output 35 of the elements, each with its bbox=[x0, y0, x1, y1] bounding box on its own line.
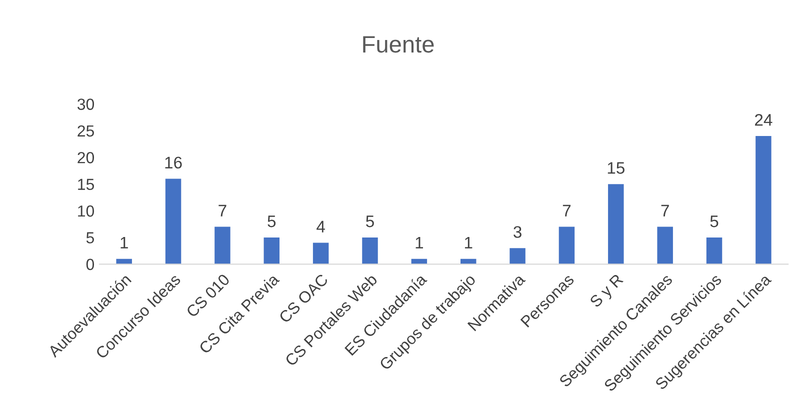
bar bbox=[558, 226, 575, 264]
data-label: 1 bbox=[464, 236, 472, 248]
data-label: 1 bbox=[120, 236, 128, 248]
data-label: 7 bbox=[661, 204, 669, 216]
chart-title: Fuente bbox=[363, 36, 434, 53]
data-label: 5 bbox=[710, 216, 718, 228]
y-tick-label: 20 bbox=[78, 152, 94, 164]
data-label: 3 bbox=[514, 226, 522, 238]
x-tick-label: S y R bbox=[589, 273, 626, 310]
bar bbox=[362, 237, 378, 264]
bar bbox=[608, 184, 624, 264]
y-tick-label: 5 bbox=[86, 232, 94, 244]
bar bbox=[706, 237, 722, 264]
data-label: 7 bbox=[218, 204, 226, 216]
bar bbox=[510, 248, 526, 264]
data-label: 4 bbox=[316, 220, 325, 232]
y-tick-label: 0 bbox=[86, 258, 94, 270]
bar bbox=[165, 178, 182, 264]
data-label: 1 bbox=[416, 236, 423, 248]
y-tick-label: 15 bbox=[78, 178, 94, 190]
bar bbox=[312, 242, 329, 264]
data-label: 24 bbox=[755, 114, 772, 126]
data-label: 5 bbox=[268, 216, 276, 228]
y-tick-label: 25 bbox=[78, 125, 94, 137]
data-label: 15 bbox=[608, 162, 624, 174]
bar bbox=[214, 226, 230, 264]
data-label: 7 bbox=[562, 204, 571, 216]
x-tick-label: CS 010 bbox=[186, 273, 230, 318]
y-tick-label: 10 bbox=[78, 205, 94, 217]
bar bbox=[657, 226, 673, 264]
y-tick-label: 30 bbox=[77, 98, 94, 110]
bar bbox=[264, 237, 280, 264]
data-label: 5 bbox=[366, 216, 374, 228]
data-label: 16 bbox=[165, 156, 182, 169]
bar bbox=[756, 136, 772, 264]
